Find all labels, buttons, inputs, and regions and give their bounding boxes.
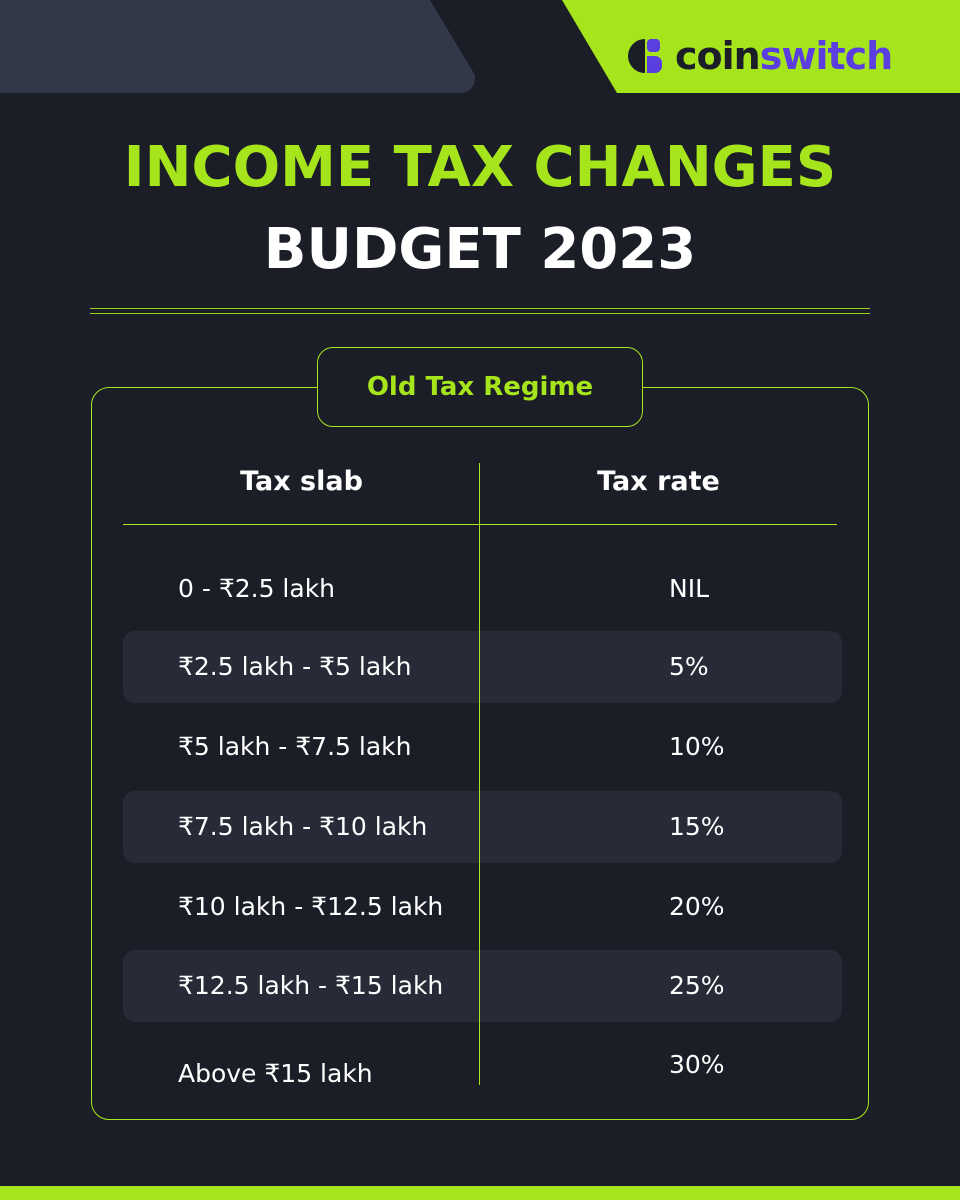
column-header-tax-slab: Tax slab (240, 466, 363, 497)
coinswitch-logo-icon (627, 39, 662, 73)
page-title: INCOME TAX CHANGES (123, 135, 837, 200)
table-row: ₹5 lakh - ₹7.5 lakh 10% (123, 711, 842, 783)
tax-rate-cell: 25% (669, 971, 725, 1000)
footer-accent-bar (0, 1186, 960, 1200)
tax-slab-cell: 0 - ₹2.5 lakh (178, 574, 336, 603)
page-subtitle: BUDGET 2023 (263, 217, 697, 282)
tax-slab-cell: ₹10 lakh - ₹12.5 lakh (178, 892, 444, 921)
brand-logo: coinswitch (625, 33, 893, 79)
brand-tab (562, 0, 960, 93)
tax-slab-cell: Above ₹15 lakh (178, 1059, 373, 1088)
table-row: ₹10 lakh - ₹12.5 lakh 20% (123, 871, 842, 943)
tax-rate-cell: 20% (669, 892, 725, 921)
header-divider (123, 524, 837, 525)
table-row: 0 - ₹2.5 lakh NIL (123, 553, 842, 625)
brand-name: coinswitch (675, 34, 893, 78)
table-row: ₹12.5 lakh - ₹15 lakh 25% (123, 950, 842, 1022)
title-divider (90, 308, 870, 314)
decorative-header-shape (0, 0, 475, 93)
tax-slab-cell: ₹5 lakh - ₹7.5 lakh (178, 732, 412, 761)
tax-rate-cell: 5% (669, 652, 709, 681)
table-row: Above ₹15 lakh 30% (123, 1030, 842, 1102)
tax-rate-cell: 10% (669, 732, 725, 761)
brand-name-prefix: coin (675, 34, 761, 78)
tax-slab-cell: ₹12.5 lakh - ₹15 lakh (178, 971, 444, 1000)
regime-label: Old Tax Regime (317, 347, 643, 427)
tax-rate-cell: NIL (669, 574, 710, 603)
tax-slab-cell: ₹7.5 lakh - ₹10 lakh (178, 812, 428, 841)
brand-name-suffix: switch (759, 34, 893, 78)
table-row: ₹7.5 lakh - ₹10 lakh 15% (123, 791, 842, 863)
column-divider (479, 463, 480, 1085)
column-header-tax-rate: Tax rate (597, 466, 720, 497)
tax-rate-cell: 30% (669, 1050, 725, 1079)
table-row: ₹2.5 lakh - ₹5 lakh 5% (123, 631, 842, 703)
tax-rate-cell: 15% (669, 812, 725, 841)
tax-slab-cell: ₹2.5 lakh - ₹5 lakh (178, 652, 412, 681)
